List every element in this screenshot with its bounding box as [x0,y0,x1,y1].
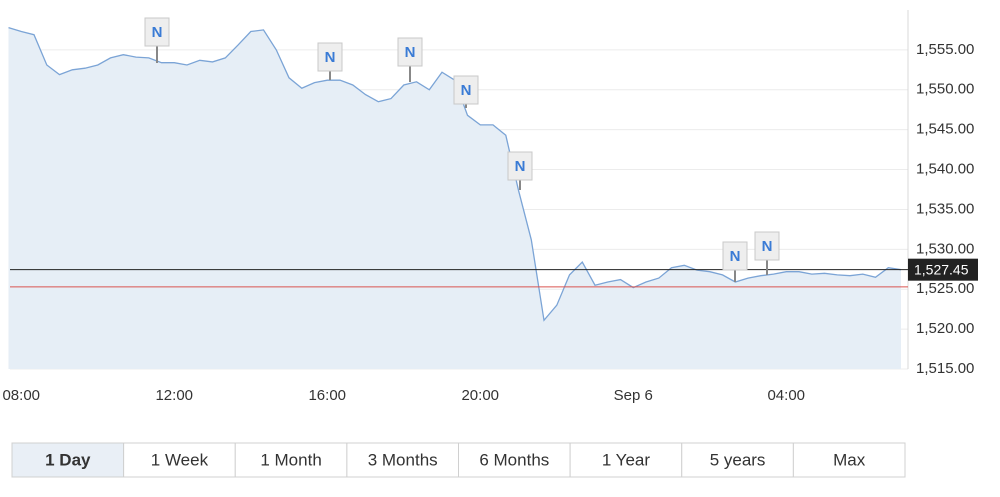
flag-label: N [762,238,773,255]
range-button[interactable] [11,442,125,478]
x-tick-label: 08:00 [2,387,40,404]
range-button[interactable] [234,442,348,478]
flag-label: N [405,44,416,61]
flag-box[interactable] [397,37,423,67]
range-button[interactable] [123,442,236,478]
flag-box[interactable] [722,241,748,271]
flag-box[interactable] [453,75,479,105]
last-price-box [908,258,978,281]
y-tick-label: 1,540.00 [916,161,974,178]
range-button-label[interactable]: 1 Day [45,450,91,469]
flag-label: N [325,49,336,66]
x-tick-label: 04:00 [767,387,805,404]
flag-label: N [152,24,163,41]
x-tick-label: 16:00 [308,387,346,404]
y-tick-label: 1,550.00 [916,81,974,98]
x-tick-label: 12:00 [155,387,193,404]
range-button-label[interactable]: 3 Months [368,450,438,469]
y-tick-label: 1,530.00 [916,240,974,257]
flag-label: N [515,158,526,175]
y-tick-label: 1,520.00 [916,320,974,337]
flag-label: N [730,248,741,265]
range-button-label[interactable]: Max [833,450,866,469]
flag-box[interactable] [144,17,170,47]
y-tick-label: 1,525.00 [916,280,974,297]
range-button[interactable] [346,442,459,478]
flag-box[interactable] [507,151,533,181]
y-tick-label: 1,545.00 [916,121,974,138]
range-button[interactable] [458,442,571,478]
range-button[interactable] [792,442,906,478]
y-tick-label: 1,515.00 [916,360,974,377]
x-tick-label: Sep 6 [614,387,653,404]
x-tick-label: 20:00 [461,387,499,404]
area [8,27,901,369]
range-button-label[interactable]: 1 Month [260,450,321,469]
y-tick-label: 1,555.00 [916,41,974,58]
range-button-label[interactable]: 1 Year [602,450,651,469]
last-price-label: 1,527.45 [914,261,969,277]
range-button[interactable] [681,442,794,478]
range-button-label[interactable]: 5 years [710,450,766,469]
flag-box[interactable] [754,231,780,261]
y-tick-label: 1,535.00 [916,200,974,217]
range-button-label[interactable]: 1 Week [151,450,209,469]
flag-label: N [461,82,472,99]
range-button-label[interactable]: 6 Months [479,450,549,469]
flag-box[interactable] [317,42,343,72]
